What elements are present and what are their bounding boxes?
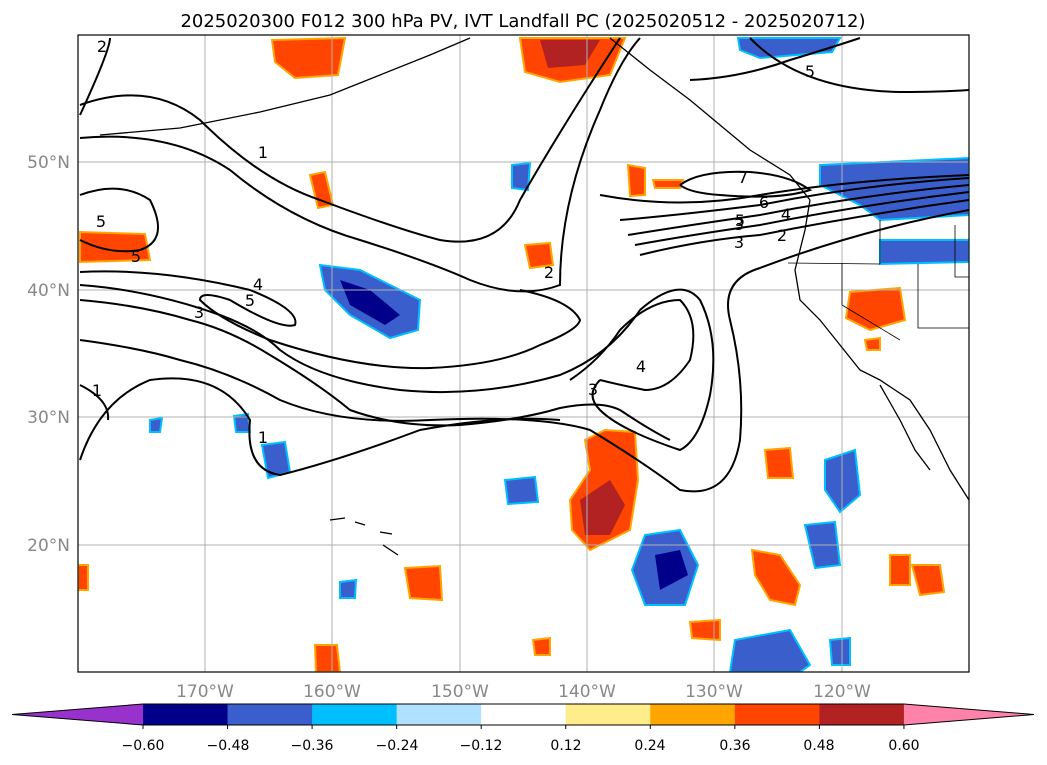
contour-labels: 2 1 5 5 4 5 3 1 1 2 3 4 3 2 3 4 5 6 7 5 — [92, 37, 815, 447]
positive-anomaly — [750, 548, 802, 607]
lon-tick-label: 150°W — [431, 682, 489, 702]
latitude-labels: 50°N 40°N 30°N 20°N — [27, 153, 70, 556]
baja-coast — [879, 384, 931, 471]
colorbar-tick-label: −0.12 — [460, 738, 503, 754]
positive-anomaly — [688, 618, 721, 642]
map-frame — [77, 34, 970, 673]
lat-tick-label: 40°N — [27, 281, 70, 301]
pv-contours — [79, 37, 969, 493]
positive-anomaly — [313, 644, 342, 672]
contour-label: 5 — [735, 211, 745, 230]
contour-label: 1 — [258, 428, 268, 447]
state-borders — [787, 220, 969, 341]
negative-anomaly — [828, 636, 851, 666]
figure-title: 2025020300 F012 300 hPa PV, IVT Landfall… — [180, 11, 865, 32]
negative-anomaly — [339, 578, 358, 599]
positive-anomaly — [523, 241, 555, 270]
colorbar-tick-label: 0.36 — [719, 738, 750, 754]
positive-anomaly — [580, 480, 625, 535]
contour-label: 1 — [92, 381, 102, 400]
negative-anomaly — [149, 416, 164, 433]
contour-label: 2 — [777, 226, 787, 245]
colorbar-tick-labels: −0.60 −0.48 −0.36 −0.24 −0.12 0.12 0.24 … — [122, 738, 920, 754]
positive-anomaly — [79, 230, 152, 264]
colorbar-tick-label: −0.60 — [122, 738, 165, 754]
positive-anomaly — [763, 446, 795, 479]
contour-label: 4 — [781, 205, 791, 224]
hawaii-islands — [329, 517, 399, 556]
lon-tick-label: 130°W — [685, 682, 743, 702]
lon-tick-label: 120°W — [813, 682, 871, 702]
colorbar-tick-label: 0.60 — [888, 738, 919, 754]
alaska-panhandle-coast — [609, 37, 811, 201]
negative-anomaly — [511, 161, 532, 192]
lon-tick-label: 170°W — [176, 682, 234, 702]
contour-label: 2 — [97, 37, 107, 56]
positive-anomaly — [626, 163, 646, 198]
alaska-coast — [99, 37, 471, 136]
positive-anomaly — [540, 40, 600, 68]
lat-tick-label: 50°N — [27, 153, 70, 173]
colorbar-segment — [650, 704, 736, 725]
contour-label: 7 — [738, 168, 748, 187]
contour-label: 1 — [258, 143, 268, 162]
contour-label: 5 — [131, 247, 141, 266]
contour-label: 3 — [734, 233, 744, 252]
contour-label: 4 — [636, 357, 646, 376]
colorbar-segment — [734, 704, 820, 725]
positive-anomaly — [651, 179, 685, 189]
colorbar-segment — [396, 704, 482, 725]
lon-tick-label: 140°W — [558, 682, 616, 702]
map-panel: 2 1 5 5 4 5 3 1 1 2 3 4 3 2 3 4 5 6 7 5 — [77, 34, 970, 673]
contour-label: 3 — [588, 380, 598, 399]
positive-anomaly — [863, 336, 881, 351]
positive-anomaly — [910, 564, 946, 597]
colorbar-segment — [12, 704, 143, 725]
colorbar-tick-label: −0.36 — [291, 738, 334, 754]
contour-label: 5 — [96, 212, 106, 231]
colorbar-tick-label: −0.48 — [207, 738, 250, 754]
positive-anomaly — [270, 36, 347, 80]
positive-anomaly — [531, 636, 551, 656]
lon-tick-label: 160°W — [303, 682, 361, 702]
contour-label: 5 — [805, 62, 815, 81]
contour-label: 2 — [544, 263, 554, 282]
colorbar-segment — [819, 704, 905, 725]
lat-tick-label: 30°N — [27, 408, 70, 428]
negative-anomaly — [655, 550, 688, 590]
colorbar: −0.60 −0.48 −0.36 −0.24 −0.12 0.12 0.24 … — [11, 703, 1035, 754]
positive-anomaly — [403, 564, 444, 602]
contour-label: 3 — [734, 215, 744, 234]
negative-anomaly — [728, 628, 812, 672]
colorbar-tick-label: −0.24 — [376, 738, 419, 754]
longitude-labels: 170°W 160°W 150°W 140°W 130°W 120°W — [176, 682, 871, 702]
lat-tick-label: 20°N — [27, 536, 70, 556]
negative-anomaly — [503, 475, 540, 506]
positive-anomaly — [78, 564, 89, 591]
negative-anomaly — [340, 280, 400, 325]
contour-label: 3 — [194, 303, 204, 322]
colorbar-segment — [565, 704, 651, 725]
colorbar-tick-label: 0.12 — [550, 738, 581, 754]
colorbar-segment — [312, 704, 398, 725]
positive-anomaly — [889, 554, 911, 586]
colorbar-tick-label: 0.24 — [634, 738, 665, 754]
coastlines — [99, 37, 969, 556]
colorbar-segment — [227, 704, 313, 725]
colorbar-segments — [11, 703, 1035, 729]
positive-anomaly — [844, 286, 907, 332]
colorbar-segment — [143, 704, 229, 725]
colorbar-segment — [481, 704, 567, 725]
negative-anomaly — [879, 239, 969, 266]
colorbar-segment — [903, 704, 1034, 725]
colorbar-tick-label: 0.48 — [803, 738, 834, 754]
contour-label: 4 — [253, 275, 263, 294]
contour-label: 5 — [245, 291, 255, 310]
contour-label: 6 — [759, 193, 769, 212]
